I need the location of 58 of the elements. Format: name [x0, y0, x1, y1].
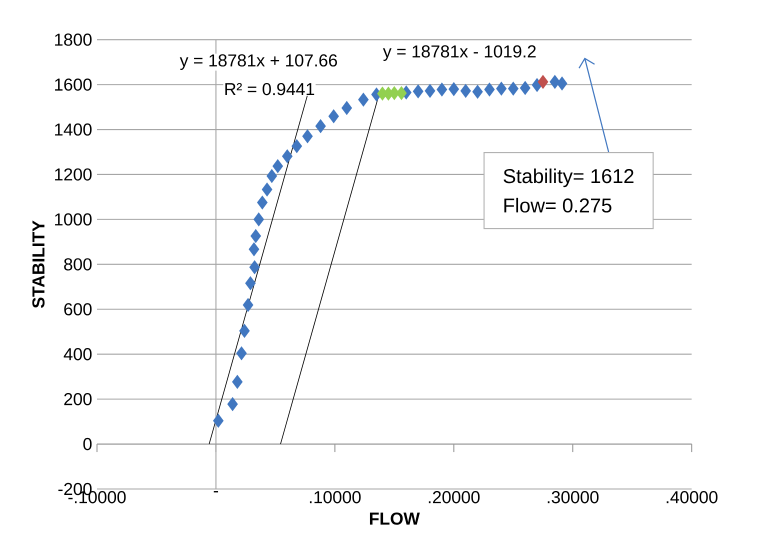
- point: [253, 212, 264, 226]
- point: [227, 397, 238, 412]
- point: [484, 82, 495, 96]
- annotation: y = 18781x + 107.66: [180, 54, 337, 70]
- point: [556, 76, 568, 90]
- x-tick-label: .10000: [310, 491, 361, 504]
- point: [249, 260, 260, 274]
- point: [292, 139, 302, 154]
- y-tick-label: 600: [64, 303, 92, 316]
- point: [272, 159, 284, 174]
- annotation: Flow= 0.275: [504, 198, 612, 213]
- x-tick-label: -: [214, 491, 218, 492]
- point: [315, 119, 326, 134]
- y-tick-label: 1600: [55, 78, 92, 91]
- point: [436, 82, 448, 96]
- point: [282, 149, 293, 164]
- point: [266, 169, 278, 183]
- point: [236, 346, 247, 360]
- point: [248, 242, 260, 256]
- point: [396, 86, 407, 100]
- y-tick-label: 1200: [55, 168, 92, 181]
- x-tick-label: .40000: [666, 491, 718, 504]
- point: [213, 414, 224, 428]
- point: [232, 374, 243, 389]
- point: [424, 84, 436, 98]
- annotation: R² = 0.9441: [225, 82, 314, 96]
- point: [550, 74, 560, 89]
- point: [538, 74, 548, 89]
- point: [520, 81, 530, 95]
- y-tick-label: 1400: [55, 123, 92, 136]
- point: [508, 82, 519, 96]
- point: [358, 92, 369, 107]
- point: [448, 82, 460, 96]
- point: [496, 82, 507, 96]
- y-tick-label: 1800: [55, 34, 92, 46]
- x-tick-label: .30000: [548, 491, 599, 504]
- y-tick-label: 0: [83, 438, 92, 450]
- point: [242, 298, 254, 312]
- y-tick-label: 400: [64, 348, 92, 360]
- y-tick-label: 1000: [55, 213, 92, 226]
- point: [257, 196, 268, 210]
- point: [341, 101, 352, 115]
- annotation: Stability= 1612: [504, 168, 634, 188]
- point: [262, 182, 272, 196]
- point: [412, 84, 424, 98]
- x-axis-title: FLOW: [370, 512, 420, 525]
- point: [250, 229, 262, 243]
- point: [460, 84, 471, 98]
- y-axis-title: STABILITY: [32, 220, 45, 308]
- point: [472, 84, 483, 99]
- annotation: y = 18781x - 1019.2: [382, 45, 536, 61]
- point: [302, 129, 313, 144]
- point: [328, 109, 339, 124]
- point: [245, 276, 256, 290]
- y-tick-label: 800: [64, 258, 92, 270]
- y-tick-label: 200: [64, 392, 92, 406]
- point: [239, 324, 250, 338]
- x-tick-label: .20000: [428, 491, 480, 504]
